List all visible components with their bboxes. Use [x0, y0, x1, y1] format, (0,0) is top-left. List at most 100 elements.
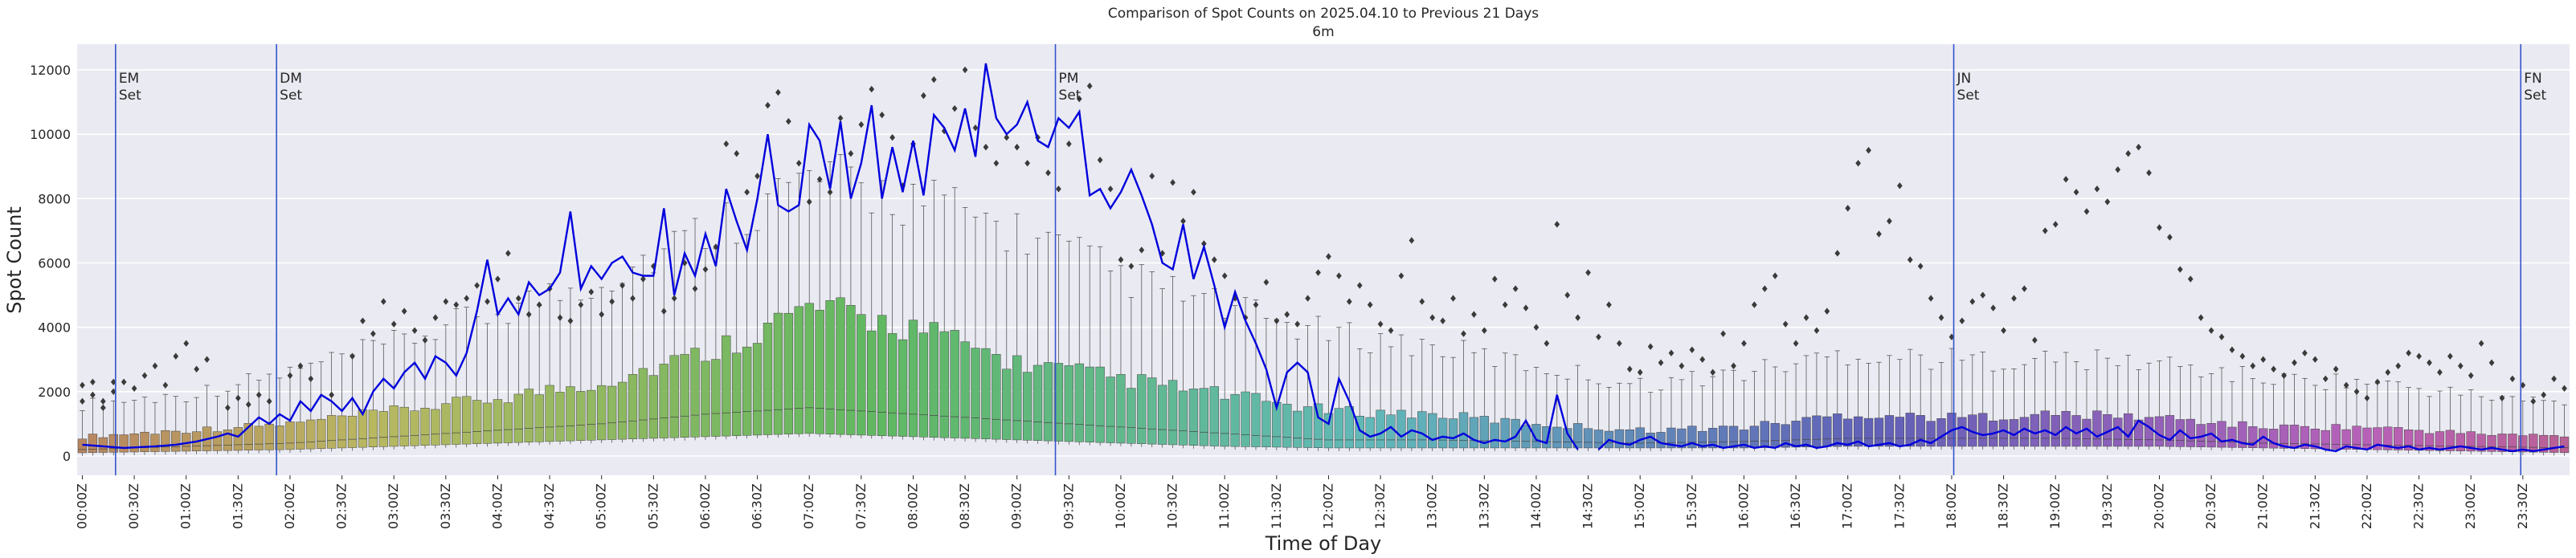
outlier-point — [744, 189, 750, 196]
box — [2529, 434, 2538, 453]
box — [2445, 430, 2455, 451]
set-label-suffix: Set — [1059, 88, 1082, 104]
outlier-point — [1813, 327, 1820, 334]
x-tick-label: 09:00Z — [1009, 483, 1024, 529]
box — [1365, 417, 1375, 449]
box — [1095, 366, 1105, 443]
box — [1428, 413, 1437, 449]
x-tick-label: 06:00Z — [697, 483, 713, 529]
x-tick-label: 03:30Z — [438, 483, 453, 529]
box — [482, 402, 493, 444]
outlier-point — [578, 301, 584, 308]
outlier-point — [1356, 282, 1363, 289]
outlier-point — [1803, 314, 1809, 321]
outlier-point — [1969, 298, 1976, 305]
box — [1884, 415, 1895, 447]
outlier-point — [2146, 169, 2152, 177]
x-tick-label: 16:30Z — [1788, 483, 1803, 529]
box — [2373, 427, 2382, 450]
outlier-point — [2509, 375, 2516, 382]
outlier-point — [110, 388, 117, 396]
outlier-point — [1938, 314, 1944, 321]
box — [1625, 429, 1634, 449]
x-tick-label: 07:30Z — [853, 483, 869, 529]
outlier-point — [495, 275, 501, 283]
outlier-point — [1118, 256, 1124, 263]
outlier-point — [235, 394, 241, 402]
outlier-point — [443, 298, 449, 305]
box — [1593, 430, 1604, 449]
box — [534, 394, 544, 442]
box — [378, 411, 388, 447]
outlier-point — [1149, 173, 1155, 180]
box — [493, 399, 503, 444]
box — [326, 415, 337, 449]
chart-title: Comparison of Spot Counts on 2025.04.10 … — [1108, 6, 1539, 22]
x-tick-label: 10:30Z — [1165, 483, 1180, 529]
outlier-point — [588, 288, 595, 295]
box — [1116, 374, 1126, 444]
box — [1698, 430, 1707, 449]
box — [732, 352, 742, 436]
box — [960, 341, 970, 439]
outlier-point — [2541, 391, 2547, 399]
box — [1521, 425, 1531, 449]
outlier-point — [1544, 340, 1550, 347]
set-label: PM — [1059, 71, 1079, 87]
box — [1853, 416, 1863, 447]
box — [1739, 430, 1749, 449]
outlier-point — [1170, 179, 1176, 186]
outlier-point — [1678, 362, 1685, 369]
outlier-point — [1772, 272, 1778, 279]
box — [140, 431, 149, 452]
boxes — [77, 154, 2570, 456]
box — [877, 315, 887, 436]
box — [1002, 369, 1012, 440]
outlier-point — [2468, 372, 2474, 379]
box — [161, 430, 170, 452]
outlier-point — [1086, 82, 1093, 90]
outlier-point — [2136, 144, 2141, 151]
box — [971, 348, 980, 439]
box — [992, 353, 1001, 440]
box — [1053, 363, 1064, 442]
box — [1957, 417, 1967, 447]
box — [171, 430, 181, 452]
outlier-point — [983, 144, 989, 151]
outlier-point — [1294, 320, 1301, 328]
box — [836, 297, 845, 435]
outlier-point — [1107, 185, 1114, 193]
outlier-point — [1752, 301, 1757, 308]
outlier-point — [2218, 333, 2225, 340]
outlier-point — [422, 336, 428, 344]
outlier-point — [765, 101, 771, 109]
outlier-point — [816, 176, 823, 183]
box — [638, 368, 648, 439]
box — [129, 433, 139, 453]
outlier-point — [993, 160, 1000, 167]
outlier-point — [879, 111, 885, 119]
box — [150, 434, 160, 452]
y-tick-label: 12000 — [30, 63, 71, 78]
outlier-point — [2551, 375, 2557, 382]
box — [2040, 410, 2050, 447]
x-tick-label: 10:00Z — [1113, 483, 1128, 529]
outlier-point — [80, 381, 85, 389]
outlier-point — [1481, 327, 1487, 334]
outlier-point — [702, 266, 709, 273]
box — [2092, 410, 2102, 447]
box — [1812, 415, 1822, 447]
x-tick-label: 05:00Z — [594, 483, 609, 529]
box — [752, 343, 763, 436]
x-tick-label: 00:00Z — [74, 483, 89, 529]
outlier-point — [889, 134, 895, 141]
box — [2331, 424, 2341, 450]
x-tick-label: 22:30Z — [2411, 483, 2427, 529]
box — [576, 391, 586, 441]
outlier-point — [1845, 205, 1851, 212]
box — [1583, 428, 1593, 449]
x-tick-label: 04:30Z — [542, 483, 557, 529]
box — [1863, 417, 1874, 447]
outlier-point — [2104, 198, 2111, 206]
box — [1064, 365, 1074, 442]
